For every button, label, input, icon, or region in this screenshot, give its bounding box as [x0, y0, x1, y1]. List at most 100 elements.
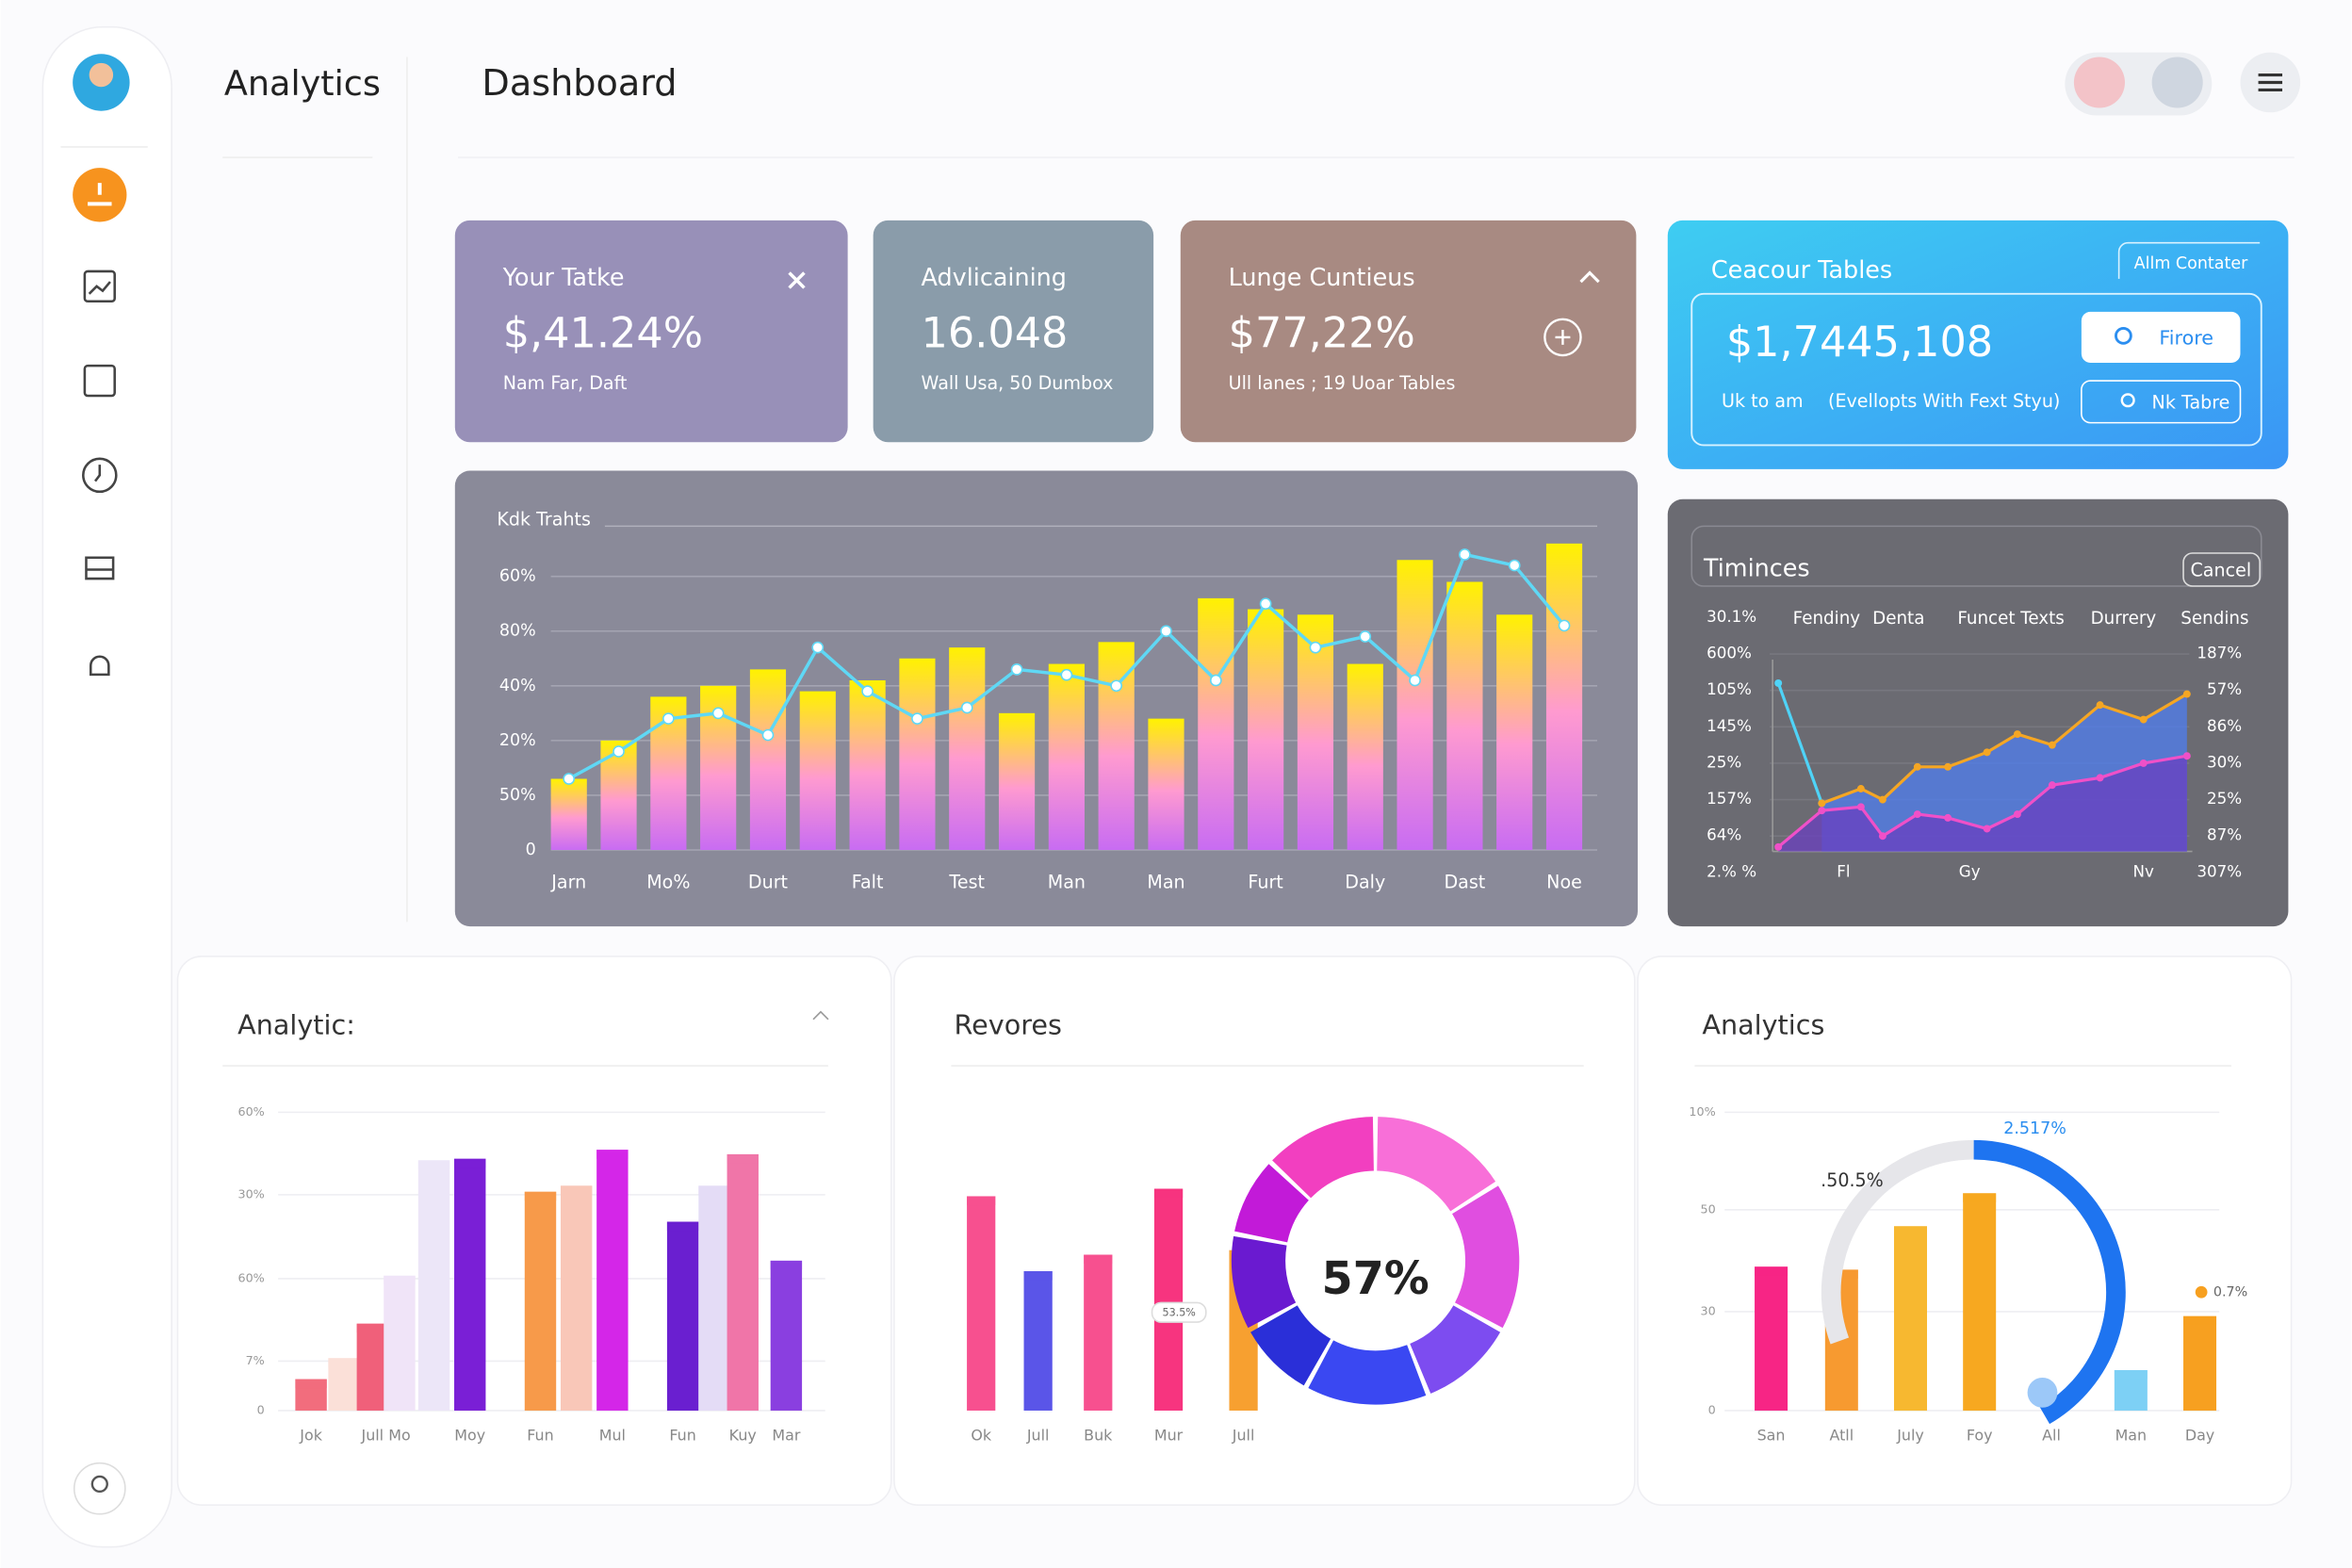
stat-card[interactable] — [454, 220, 848, 443]
line-point — [2048, 781, 2056, 790]
nav-icon[interactable] — [82, 457, 118, 494]
close-icon[interactable] — [788, 271, 806, 289]
chart-title: Kdk Trahts — [497, 510, 591, 531]
donut-segment — [1451, 1185, 1520, 1329]
donut-segment — [1272, 1117, 1375, 1199]
bar — [550, 778, 587, 850]
nav-icon[interactable] — [89, 655, 110, 677]
y-tick-label: 64% — [1707, 825, 1741, 844]
nav-icon[interactable] — [85, 556, 115, 580]
bar — [770, 1260, 803, 1411]
tag-frame — [2117, 241, 2261, 279]
annotation: 53.5% — [1163, 1307, 1196, 1319]
nav-icon[interactable] — [83, 364, 116, 398]
bar — [1963, 1193, 1997, 1411]
line-point — [1209, 674, 1222, 687]
line-point — [1983, 825, 1991, 833]
button-label: Nk Tabre — [2152, 392, 2230, 413]
y-tick-label: 50% — [499, 786, 536, 805]
nav-glyph — [93, 465, 102, 482]
bar — [749, 669, 787, 850]
search-button[interactable] — [2081, 311, 2241, 363]
line-point — [1944, 762, 1952, 771]
y-tick-label: 0 — [257, 1402, 265, 1416]
line-point — [1878, 832, 1886, 841]
collapse-icon[interactable] — [1579, 270, 1600, 284]
column-heading: Denta — [1872, 609, 1924, 629]
annotation: .50.5% — [1821, 1170, 1884, 1191]
bar — [1084, 1254, 1113, 1411]
user-avatar[interactable] — [2073, 57, 2125, 108]
page-title: Dashboard — [482, 63, 677, 105]
profile-button[interactable] — [73, 1462, 126, 1515]
line-point — [861, 685, 874, 697]
x-tick-label: Noe — [1546, 872, 1582, 892]
x-tick-label: Nv — [2133, 861, 2154, 880]
bar — [849, 679, 886, 850]
x-tick-label: Man — [1048, 872, 1086, 892]
nav-icon[interactable] — [83, 270, 116, 303]
line-point — [2013, 730, 2021, 739]
x-tick-label: Man — [1147, 872, 1184, 892]
area — [1778, 756, 2187, 852]
feature-tag[interactable]: Allm Contater — [2134, 254, 2248, 273]
y-tick-label: 0 — [526, 841, 536, 859]
line-point — [1010, 663, 1023, 676]
bar-cap — [295, 1379, 327, 1389]
x-tick-label: Ok — [971, 1427, 992, 1445]
table-button[interactable] — [2081, 380, 2242, 424]
sidebar — [41, 25, 172, 1548]
bar — [1446, 581, 1483, 850]
column-heading: Sendins — [2180, 609, 2248, 629]
line-point — [1359, 630, 1372, 643]
bar — [1894, 1226, 1928, 1411]
card-subtitle: Wall Usa, 50 Dumbox — [922, 373, 1114, 394]
y-tick-label: 30.1% — [1707, 607, 1756, 626]
bar-cap — [770, 1260, 803, 1270]
add-glyph — [1555, 329, 1571, 345]
bar-cap — [967, 1196, 996, 1206]
collapse-icon[interactable] — [812, 1010, 829, 1021]
bar — [998, 712, 1036, 850]
sidebar-title: Analytics — [224, 63, 381, 104]
y2-tick-label: 187% — [2197, 644, 2242, 662]
line-point — [563, 773, 576, 785]
x-tick-label: Durt — [748, 872, 789, 892]
y2-tick-label: 25% — [2207, 789, 2242, 808]
stat-card[interactable] — [873, 220, 1154, 443]
search-glyph — [2115, 326, 2132, 345]
bar — [1545, 543, 1583, 850]
y2-tick-label: 307% — [2197, 861, 2242, 880]
stat-card[interactable] — [1180, 220, 1637, 443]
x-tick-label: Moy — [454, 1427, 485, 1445]
bar — [666, 1221, 699, 1411]
nav-glyph — [88, 281, 111, 295]
bar — [799, 691, 836, 850]
y-tick-label: 105% — [1707, 679, 1752, 698]
y-tick-label: 40% — [499, 677, 536, 695]
card-title: Advlicaining — [922, 264, 1067, 292]
line-point — [1944, 813, 1952, 822]
bar — [454, 1158, 486, 1411]
x-tick-label: Kuy — [729, 1427, 757, 1445]
y-tick-label: 30 — [1701, 1303, 1716, 1317]
y-tick-label: 2.% % — [1707, 861, 1756, 880]
user-avatar[interactable] — [2151, 57, 2203, 108]
line-point — [2139, 759, 2148, 767]
donut-segment — [1231, 1235, 1297, 1329]
line-point — [1774, 842, 1783, 851]
line-point — [2182, 690, 2191, 698]
bar — [1755, 1266, 1788, 1411]
bar — [1396, 560, 1433, 850]
gauge-knob — [2027, 1377, 2058, 1408]
donut-label: 57% — [1321, 1253, 1429, 1305]
line-point — [1878, 795, 1886, 804]
feature-frame — [1690, 292, 2262, 447]
donut-segment — [1250, 1304, 1331, 1386]
line-point — [2096, 774, 2104, 782]
feature-title: Ceacour Tables — [1711, 256, 1892, 285]
add-button[interactable] — [1544, 318, 1582, 357]
line-point — [1110, 679, 1123, 693]
cancel-button[interactable] — [2182, 552, 2261, 587]
